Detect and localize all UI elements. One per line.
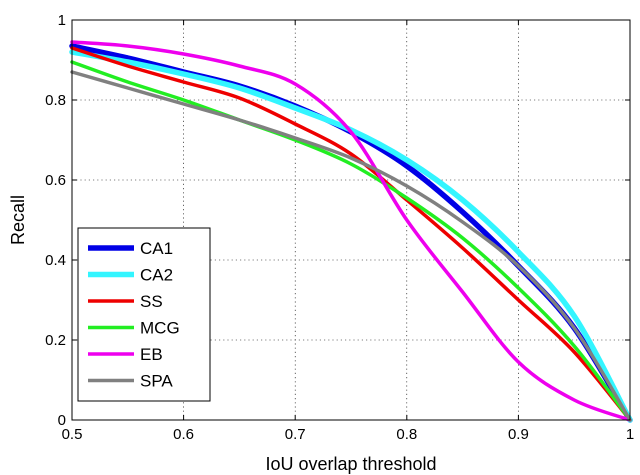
series-line-eb (70, 40, 632, 422)
legend-label: SPA (140, 372, 173, 391)
x-tick-label: 0.7 (285, 426, 306, 443)
x-tick-label: 1 (626, 426, 634, 443)
y-tick-label: 0.2 (45, 332, 66, 349)
legend: CA1 CA2 SS MCG EB SPA (77, 227, 211, 402)
plot-frame (71, 19, 631, 421)
legend-label: EB (140, 345, 163, 364)
y-tick-label: 0.6 (45, 172, 66, 189)
y-tick-label: 1 (58, 12, 66, 29)
x-tick-label: 0.6 (173, 426, 194, 443)
legend-box (77, 227, 211, 402)
y-tick-label: 0.8 (45, 92, 66, 109)
legend-label: CA2 (140, 266, 173, 285)
x-tick-label: 0.5 (62, 426, 83, 443)
x-tick-label: 0.9 (508, 426, 529, 443)
series-line-ca2 (69, 49, 633, 423)
legend-label: MCG (140, 319, 180, 338)
y-axis-title: Recall (8, 195, 28, 245)
series-line-mcg (70, 60, 632, 422)
series-line-spa (70, 70, 632, 422)
x-axis-title: IoU overlap threshold (265, 454, 436, 474)
series-lines (69, 40, 633, 423)
y-tick-label: 0.4 (45, 252, 66, 269)
legend-label: SS (140, 292, 163, 311)
axis-ticks: 0.5 0.6 0.7 0.8 0.9 1 0 0.2 0.4 0.6 0.8 1 (45, 12, 634, 443)
legend-label: CA1 (140, 239, 173, 258)
y-tick-label: 0 (58, 412, 66, 429)
x-tick-label: 0.8 (396, 426, 417, 443)
